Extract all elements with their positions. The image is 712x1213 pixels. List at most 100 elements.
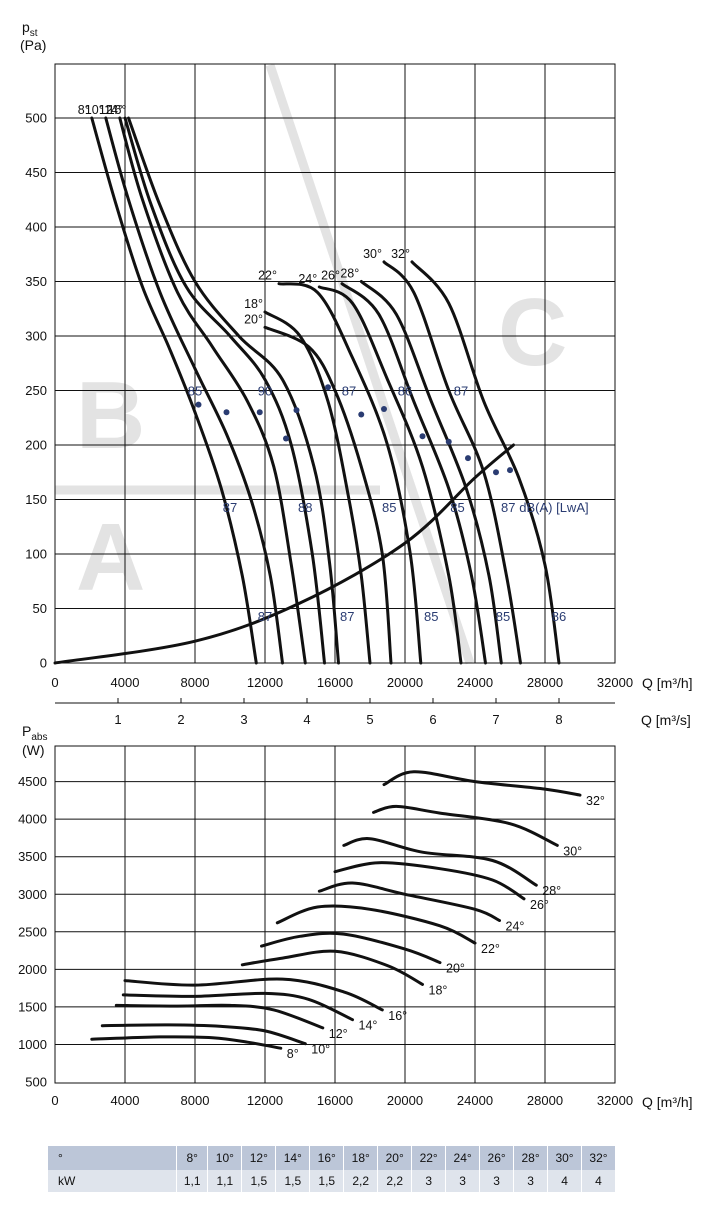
table-row-label: kW xyxy=(48,1170,177,1192)
table-cell: 12° xyxy=(241,1146,277,1170)
curve-angle-label: 14° xyxy=(104,103,123,117)
x2-tick-label: 3 xyxy=(240,712,247,727)
curve-angle-label: 8° xyxy=(78,103,90,117)
db-label: 85 xyxy=(450,500,464,515)
power-curve xyxy=(90,1035,283,1050)
power-curve-angle-label: 10° xyxy=(311,1043,330,1057)
power-y-tick-label: 4500 xyxy=(18,774,47,789)
pressure-curve xyxy=(127,116,340,665)
table-cell: 10° xyxy=(207,1146,243,1170)
table-cell: 30° xyxy=(547,1146,583,1170)
power-y-tick-label: 2000 xyxy=(18,962,47,977)
table-cell: 3 xyxy=(513,1170,549,1192)
db-label: 85 xyxy=(188,384,202,399)
y-tick-label: 300 xyxy=(25,329,47,344)
y-axis-unit: (Pa) xyxy=(20,37,46,53)
db-label: 86 xyxy=(398,384,412,399)
power-x-tick-label: 4000 xyxy=(111,1093,140,1108)
table-cell: 28° xyxy=(513,1146,549,1170)
curve-angle-label: 32° xyxy=(391,247,410,261)
power-x-tick-label: 32000 xyxy=(597,1093,633,1108)
table-cell: 14° xyxy=(275,1146,311,1170)
curve-angle-label: 20° xyxy=(244,312,263,326)
x2-axis-label: Q [m³/s] xyxy=(641,712,691,728)
table-cell: 1,1 xyxy=(176,1170,209,1192)
power-x-tick-label: 16000 xyxy=(317,1093,353,1108)
power-curve-angle-label: 20° xyxy=(446,962,465,976)
db-unit-label: dB(A) [LwA] xyxy=(519,500,588,515)
pressure-curve xyxy=(123,116,326,665)
x-tick-label: 8000 xyxy=(181,675,210,690)
table-header-label: ° xyxy=(48,1146,177,1170)
motor-power-table: ° 8° 10° 12° 14° 16° 18° 20° 22° 24° 26°… xyxy=(48,1146,616,1192)
db-label: 85 xyxy=(382,500,396,515)
zone-label-c: C xyxy=(498,279,567,386)
db-label: 87 xyxy=(454,384,468,399)
power-curve-angle-label: 18° xyxy=(429,983,448,997)
curve-angle-label: 24° xyxy=(298,272,317,286)
x2-tick-label: 5 xyxy=(366,712,373,727)
power-curve-angle-label: 30° xyxy=(563,844,582,858)
zone-label-b: B xyxy=(76,362,145,469)
pressure-curve xyxy=(410,260,561,665)
y-tick-label: 500 xyxy=(25,111,47,126)
x-tick-label: 28000 xyxy=(527,675,563,690)
power-curve xyxy=(100,1023,307,1046)
table-cell: 3 xyxy=(445,1170,481,1192)
power-curve-angle-label: 8° xyxy=(287,1047,299,1061)
y-tick-label: 100 xyxy=(25,547,47,562)
operating-point xyxy=(256,409,263,416)
x2-tick-label: 7 xyxy=(492,712,499,727)
power-curve-angle-label: 26° xyxy=(530,898,549,912)
x-tick-label: 16000 xyxy=(317,675,353,690)
pressure-curve xyxy=(90,116,258,665)
power-curve-angle-label: 24° xyxy=(506,920,525,934)
power-x-tick-label: 8000 xyxy=(181,1093,210,1108)
operating-point xyxy=(195,401,202,408)
x-tick-label: 32000 xyxy=(597,675,633,690)
pressure-curve xyxy=(277,282,423,665)
table-cell: 22° xyxy=(411,1146,447,1170)
curve-angle-label: 16° xyxy=(108,103,127,117)
power-y-tick-label: 4000 xyxy=(18,812,47,827)
curve-angle-label: 12° xyxy=(99,103,118,117)
operating-point xyxy=(293,407,300,414)
x-tick-label: 24000 xyxy=(457,675,493,690)
db-label: 87 xyxy=(342,384,356,399)
power-x-axis-label: Q [m³/h] xyxy=(642,1094,693,1110)
table-cell: 2,2 xyxy=(343,1170,379,1192)
power-y-tick-label: 500 xyxy=(25,1075,47,1090)
power-curve-angle-label: 14° xyxy=(359,1019,378,1033)
power-y-axis-label: Pabs xyxy=(22,723,47,743)
y-tick-label: 450 xyxy=(25,165,47,180)
table-cell: 18° xyxy=(343,1146,379,1170)
operating-point xyxy=(381,406,387,413)
operating-point xyxy=(223,409,230,416)
power-x-tick-label: 12000 xyxy=(247,1093,283,1108)
pressure-curve xyxy=(118,116,307,665)
power-curve-angle-label: 28° xyxy=(542,884,561,898)
operating-point xyxy=(283,435,289,442)
power-y-tick-label: 1000 xyxy=(18,1037,47,1052)
pressure-curve xyxy=(382,260,522,665)
operating-point xyxy=(325,384,331,391)
table-cell: 1,1 xyxy=(207,1170,243,1192)
curve-angle-label: 22° xyxy=(258,269,277,283)
table-cell: 4 xyxy=(581,1170,616,1192)
x2-tick-label: 6 xyxy=(429,712,436,727)
power-curve xyxy=(260,931,442,965)
db-label: 87 xyxy=(258,609,272,624)
x2-tick-label: 1 xyxy=(114,712,121,727)
power-curve xyxy=(372,804,559,847)
operating-point xyxy=(419,433,426,440)
power-x-tick-label: 24000 xyxy=(457,1093,493,1108)
x2-tick-label: 2 xyxy=(177,712,184,727)
db-label: 87 xyxy=(501,500,515,515)
db-label: 85 xyxy=(424,609,438,624)
power-curve-angle-label: 16° xyxy=(388,1009,407,1023)
operating-point xyxy=(358,411,365,418)
db-label: 87 xyxy=(340,609,354,624)
operating-point xyxy=(493,469,499,476)
y-axis-label: pst xyxy=(22,19,38,39)
x2-tick-label: 8 xyxy=(555,712,562,727)
